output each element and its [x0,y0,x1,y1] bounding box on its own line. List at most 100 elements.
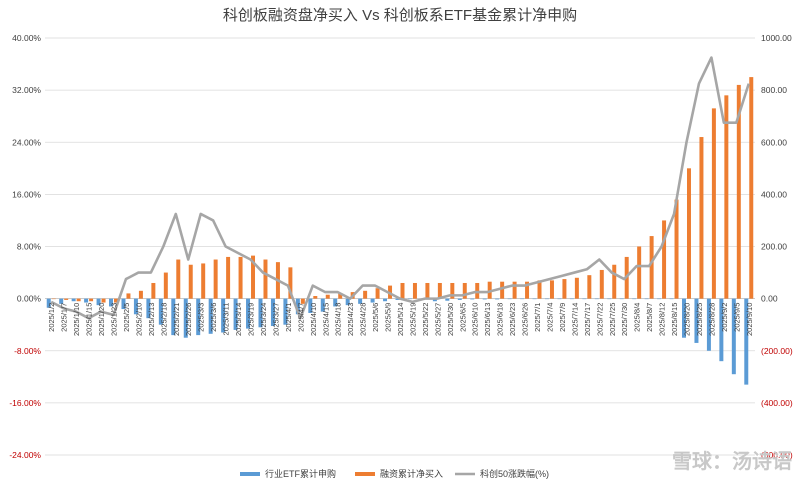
margin-bar [263,259,268,299]
margin-bar [574,277,579,299]
margin-bar [475,282,480,299]
margin-bar [462,282,467,299]
right-tick-label: 800.00 [761,85,787,95]
x-tick-label: 2025/3/24 [259,303,268,336]
etf-bar [632,298,637,300]
right-tick-label: 600.00 [761,137,787,147]
margin-bar [699,137,704,299]
etf-bar [121,298,126,310]
margin-bar [188,264,193,299]
margin-bar [662,220,667,299]
etf-bar [557,298,562,300]
right-axis: 1000.00 800.00 600.00 400.00 200.00 0.00 (200.… [761,33,793,460]
x-tick-label: 2025/5/19 [408,303,417,336]
etf-bar [457,298,462,300]
x-tick-label: 2025/8/15 [670,303,679,336]
margin-bar [637,246,642,299]
margin-bar [500,281,505,299]
x-tick-label: 2025/2/13 [147,303,156,336]
etf-bar [445,298,450,301]
x-tick-label: 2025/6/23 [508,303,517,336]
x-tick-label: 2025/6/5 [458,303,467,332]
x-tick-label: 2025/1/23 [110,303,119,336]
etf-bar [657,298,662,300]
etf-bar [133,298,138,315]
margin-bar [512,281,517,299]
x-tick-label: 2025/4/10 [309,303,318,336]
x-tick-label: 2025/3/19 [247,303,256,336]
etf-bar [258,298,263,328]
margin-bar [126,293,131,299]
etf-bar [719,298,724,362]
etf-bar [470,298,475,300]
margin-bar [537,280,542,299]
x-tick-label: 2025/6/18 [496,303,505,336]
etf-bar [171,298,176,336]
margin-bar [300,298,305,304]
etf-bar [308,298,313,313]
margin-bar [101,298,106,303]
x-tick-label: 2025/1/15 [85,303,94,336]
margin-bar [176,259,181,299]
margin-bar [338,293,343,299]
etf-bar [345,298,350,306]
x-tick-label: 2025/9/10 [745,303,754,336]
x-tick-label: 2025/7/9 [558,303,567,332]
x-tick-label: 2025/7/4 [545,303,554,332]
margin-bar [674,199,679,299]
x-tick-label: 2025/5/22 [421,303,430,336]
margin-bar [724,95,729,299]
x-tick-label: 2025/3/6 [209,303,218,332]
x-tick-label: 2025/7/14 [570,303,579,336]
etf-bar [495,298,500,300]
right-tick-label: (600.00) [761,450,793,460]
x-tick-label: 2025/8/12 [658,303,667,336]
margin-bar [89,298,94,302]
x-tick-label: 2025/8/20 [682,303,691,336]
x-tick-label: 2025/7/30 [620,303,629,336]
line-series [50,56,751,320]
etf-bar [532,298,537,300]
left-tick-label: 32.00% [12,85,41,95]
etf-bar [46,298,51,308]
left-axis: 40.00% 32.00% 24.00% 16.00% 8.00% 0.00% -8.00%… [9,33,41,460]
margin-bar [711,108,716,299]
x-tick-label: 2025/2/26 [184,303,193,336]
x-tick-label: 2025/8/4 [633,303,642,332]
x-axis: 2025/1/2 2025/1/7 2025/1/10 2025/1/15 2025/1… [47,303,754,336]
margin-bar [363,290,368,299]
margin-bar [325,294,330,299]
etf-bar [432,298,437,302]
left-tick-label: 24.00% [12,137,41,147]
etf-bar [370,298,375,303]
gridlines [45,37,755,456]
x-tick-label: 2025/3/3 [197,303,206,332]
margin-bar [599,269,604,299]
margin-bar [749,77,754,299]
margin-bar [549,280,554,299]
x-tick-label: 2025/5/9 [384,303,393,332]
etf-bar [619,298,624,300]
etf-bar [407,298,412,300]
right-tick-label: 400.00 [761,189,787,199]
x-tick-label: 2025/7/17 [583,303,592,336]
margin-bar [450,282,455,299]
x-tick-label: 2025/4/18 [334,303,343,336]
etf-bar [320,298,325,312]
left-tick-label: -24.00% [9,450,41,460]
left-tick-label: 8.00% [17,242,42,252]
etf-bar [520,298,525,300]
legend-swatch [240,472,260,476]
legend-label: 融资累计净买入 [380,468,443,479]
left-tick-label: 40.00% [12,33,41,43]
margin-bar [525,281,530,299]
margin-bar [736,84,741,299]
x-tick-label: 2025/5/6 [371,303,380,332]
right-tick-label: 0.00 [761,294,778,304]
margin-bar [437,282,442,299]
etf-bar [644,298,649,300]
margin-bar [562,279,567,299]
etf-bar [196,298,201,336]
etf-bar [694,298,699,343]
